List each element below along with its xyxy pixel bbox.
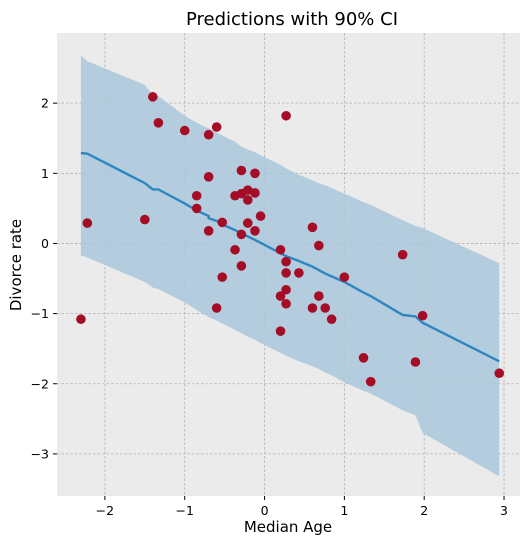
data-point <box>294 268 304 278</box>
data-point <box>217 217 228 228</box>
y-tick-label: −1 <box>31 306 49 321</box>
y-tick-label: 2 <box>41 96 49 111</box>
data-point <box>76 314 86 325</box>
x-tick-label: 0 <box>261 503 269 518</box>
data-point <box>281 110 291 121</box>
data-point <box>147 92 158 102</box>
data-point <box>339 272 350 282</box>
y-axis-ticks: −3 −2 −1 0 1 2 <box>31 96 57 461</box>
data-point <box>397 249 408 260</box>
data-point <box>179 125 190 136</box>
data-point <box>314 291 324 301</box>
y-tick-label: 1 <box>41 166 49 181</box>
x-tick-label: −2 <box>96 503 114 518</box>
data-point <box>250 168 260 179</box>
data-point <box>250 188 260 198</box>
data-point <box>242 195 253 205</box>
confidence-interval-band <box>80 55 500 477</box>
x-axis-ticks: −2 −1 0 1 2 3 <box>96 496 508 518</box>
x-tick-label: 2 <box>420 503 428 518</box>
data-point <box>82 218 93 228</box>
data-point <box>281 256 291 267</box>
data-point <box>281 268 291 278</box>
chart-title: Predictions with 90% CI <box>186 9 398 30</box>
data-point <box>314 240 324 251</box>
data-point <box>191 190 202 201</box>
data-point <box>191 203 202 214</box>
data-point <box>255 211 266 221</box>
data-point <box>242 218 253 228</box>
data-point <box>358 353 369 363</box>
data-point <box>275 326 286 336</box>
x-tick-label: 3 <box>500 503 508 518</box>
data-point <box>326 314 337 325</box>
data-point <box>217 272 228 282</box>
data-point <box>236 229 247 240</box>
y-axis-label: Divorce rate <box>7 219 25 311</box>
data-point <box>236 165 247 176</box>
data-point <box>153 117 164 128</box>
data-point <box>275 291 286 301</box>
prediction-line <box>80 151 500 363</box>
data-point <box>242 185 253 195</box>
data-point <box>307 222 318 233</box>
data-point <box>307 303 318 313</box>
data-point <box>365 376 376 387</box>
data-point <box>275 244 286 255</box>
x-tick-label: 1 <box>340 503 348 518</box>
data-point <box>281 284 291 295</box>
y-tick-label: −2 <box>31 376 49 391</box>
data-point <box>417 310 428 321</box>
data-point <box>320 303 331 313</box>
data-points <box>76 92 505 387</box>
data-point <box>410 357 421 367</box>
data-point <box>250 226 260 236</box>
y-tick-label: 0 <box>41 236 49 251</box>
data-point <box>211 122 222 132</box>
data-point <box>281 298 291 309</box>
data-point <box>211 303 222 313</box>
x-axis-label: Median Age <box>244 518 332 536</box>
data-point <box>494 368 505 379</box>
data-point <box>203 226 214 236</box>
data-point <box>203 172 214 182</box>
data-point <box>203 129 214 140</box>
x-tick-label: −1 <box>176 503 194 518</box>
y-tick-label: −3 <box>31 446 49 461</box>
data-point <box>140 214 150 225</box>
data-point <box>236 261 247 271</box>
data-point <box>230 244 240 255</box>
